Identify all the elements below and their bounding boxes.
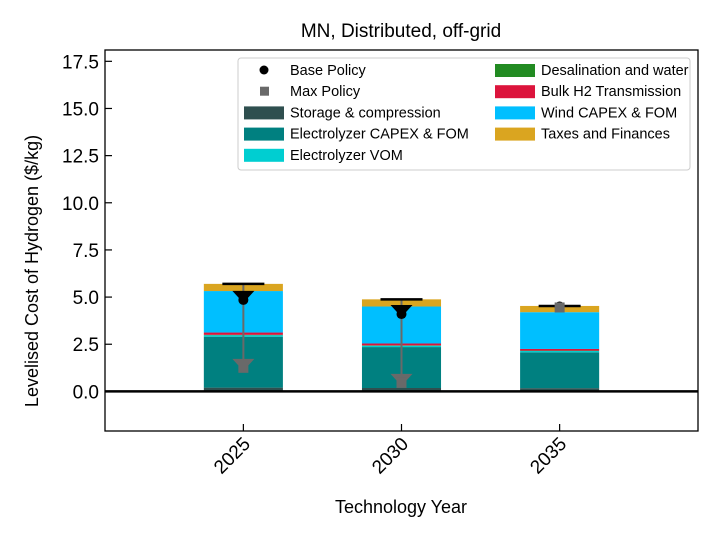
base-policy-marker bbox=[397, 309, 407, 319]
legend-label: Electrolyzer CAPEX & FOM bbox=[290, 127, 469, 143]
y-tick-label: 5.0 bbox=[73, 288, 99, 309]
legend-swatch bbox=[495, 64, 535, 77]
legend-swatch bbox=[244, 128, 284, 141]
chart-title: MN, Distributed, off-grid bbox=[301, 21, 501, 42]
legend-entry-series: Electrolyzer CAPEX & FOM bbox=[244, 127, 469, 143]
legend: Base Policy Max Policy Storage & compressi… bbox=[238, 58, 690, 170]
legend-entry-series: Taxes and Finances bbox=[495, 127, 670, 143]
x-axis-label: Technology Year bbox=[335, 497, 467, 517]
legend-label: Storage & compression bbox=[290, 105, 441, 121]
legend-swatch bbox=[244, 106, 284, 119]
legend-swatch bbox=[495, 85, 535, 98]
max-policy-marker bbox=[555, 302, 565, 312]
y-tick-label: 2.5 bbox=[73, 335, 99, 356]
legend-label: Electrolyzer VOM bbox=[290, 148, 403, 164]
legend-label: Bulk H2 Transmission bbox=[541, 84, 681, 100]
legend-label: Desalination and water bbox=[541, 63, 689, 79]
y-tick-label: 7.5 bbox=[73, 241, 99, 262]
legend-swatch bbox=[244, 149, 284, 162]
legend-swatch bbox=[495, 128, 535, 141]
legend-entry-series: Bulk H2 Transmission bbox=[495, 84, 681, 100]
x-tick-label: 2030 bbox=[368, 434, 413, 479]
legend-swatch bbox=[495, 106, 535, 119]
max-policy-marker bbox=[397, 378, 407, 388]
bar-segment bbox=[520, 352, 599, 388]
max-policy-marker bbox=[238, 363, 248, 373]
y-tick-label: 10.0 bbox=[62, 194, 99, 215]
legend-marker bbox=[260, 66, 269, 75]
legend-entry-series: Desalination and water bbox=[495, 63, 689, 79]
legend-label: Max Policy bbox=[290, 84, 361, 100]
y-tick-label: 17.5 bbox=[62, 52, 99, 73]
bar-segment bbox=[520, 351, 599, 352]
base-policy-marker bbox=[238, 295, 248, 305]
y-tick-label: 12.5 bbox=[62, 147, 99, 168]
legend-marker bbox=[260, 87, 269, 96]
legend-entry-series: Wind CAPEX & FOM bbox=[495, 105, 677, 121]
legend-label: Wind CAPEX & FOM bbox=[541, 105, 677, 121]
y-tick-label: 0.0 bbox=[73, 382, 99, 403]
bar-segment bbox=[520, 349, 599, 351]
y-axis-label: Levelised Cost of Hydrogen ($/kg) bbox=[22, 135, 42, 407]
legend-entry-series: Electrolyzer VOM bbox=[244, 148, 403, 164]
x-tick-label: 2025 bbox=[210, 434, 255, 479]
legend-label: Base Policy bbox=[290, 63, 367, 79]
legend-label: Taxes and Finances bbox=[541, 127, 670, 143]
x-tick-label: 2035 bbox=[526, 434, 571, 479]
bar-segment bbox=[520, 312, 599, 349]
legend-entry-series: Storage & compression bbox=[244, 105, 441, 121]
y-tick-label: 15.0 bbox=[62, 99, 99, 120]
